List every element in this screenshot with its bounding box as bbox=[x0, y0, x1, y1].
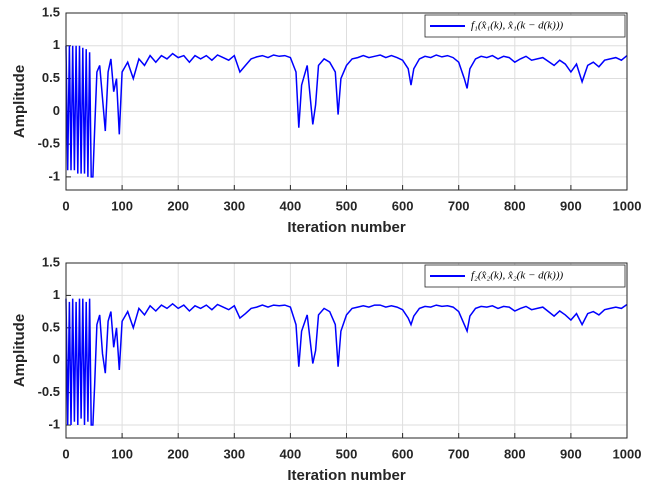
x-tick-label: 1000 bbox=[613, 198, 642, 213]
x-tick-label: 0 bbox=[62, 446, 69, 461]
x-tick-label: 100 bbox=[111, 198, 133, 213]
legend-box bbox=[424, 264, 626, 288]
y-tick-label: 1.5 bbox=[42, 4, 60, 19]
x-tick-label: 600 bbox=[392, 198, 414, 213]
y-tick-label: 0.5 bbox=[42, 70, 60, 85]
x-tick-label: 800 bbox=[504, 198, 526, 213]
subplot: 0 100 200 300 400 500 600 700 800 900 1000 -1 -0.5 0 0… bbox=[11, 4, 641, 236]
x-axis-label: Iteration number bbox=[287, 219, 406, 236]
x-tick-label: 500 bbox=[336, 446, 358, 461]
y-tick-label: -0.5 bbox=[38, 384, 60, 399]
x-tick-label: 500 bbox=[336, 198, 358, 213]
x-tick-label: 200 bbox=[167, 446, 189, 461]
x-tick-label: 1000 bbox=[613, 446, 642, 461]
x-tick-label: 0 bbox=[62, 198, 69, 213]
y-tick-label: 1.5 bbox=[42, 254, 60, 269]
y-tick-label: 0 bbox=[53, 103, 60, 118]
x-tick-label: 400 bbox=[280, 198, 302, 213]
y-tick-label: 1 bbox=[53, 37, 60, 52]
y-tick-label: 0 bbox=[53, 352, 60, 367]
x-tick-label: 100 bbox=[111, 446, 133, 461]
x-tick-label: 700 bbox=[448, 446, 470, 461]
axes-frame bbox=[65, 12, 628, 191]
x-tick-label: 600 bbox=[392, 446, 414, 461]
x-tick-label: 300 bbox=[223, 198, 245, 213]
y-tick-label: -1 bbox=[48, 168, 60, 183]
legend-label: f₂(x̂₂(k), x̂₂(k − d(k))) bbox=[471, 270, 564, 282]
data-line bbox=[65, 298, 628, 426]
x-tick-label: 200 bbox=[167, 198, 189, 213]
x-tick-label: 400 bbox=[280, 446, 302, 461]
legend-box bbox=[424, 14, 626, 38]
data-line bbox=[65, 45, 628, 178]
x-tick-label: 300 bbox=[223, 446, 245, 461]
x-tick-label: 800 bbox=[504, 446, 526, 461]
y-tick-label: 1 bbox=[53, 287, 60, 302]
x-tick-label: 900 bbox=[560, 198, 582, 213]
subplot: 0 100 200 300 400 500 600 700 800 900 1000 -1 -0.5 0 0… bbox=[11, 254, 641, 484]
y-axis-label: Amplitude bbox=[11, 314, 28, 387]
x-tick-label: 900 bbox=[560, 446, 582, 461]
axes-frame bbox=[65, 262, 628, 439]
y-tick-label: 0.5 bbox=[42, 319, 60, 334]
x-axis-label: Iteration number bbox=[287, 467, 406, 484]
x-tick-label: 700 bbox=[448, 198, 470, 213]
y-axis-label: Amplitude bbox=[11, 65, 28, 138]
y-tick-label: -0.5 bbox=[38, 136, 60, 151]
y-tick-label: -1 bbox=[48, 416, 60, 431]
legend-label: f₁(x̂₁(k), x̂₁(k − d(k))) bbox=[471, 20, 564, 32]
